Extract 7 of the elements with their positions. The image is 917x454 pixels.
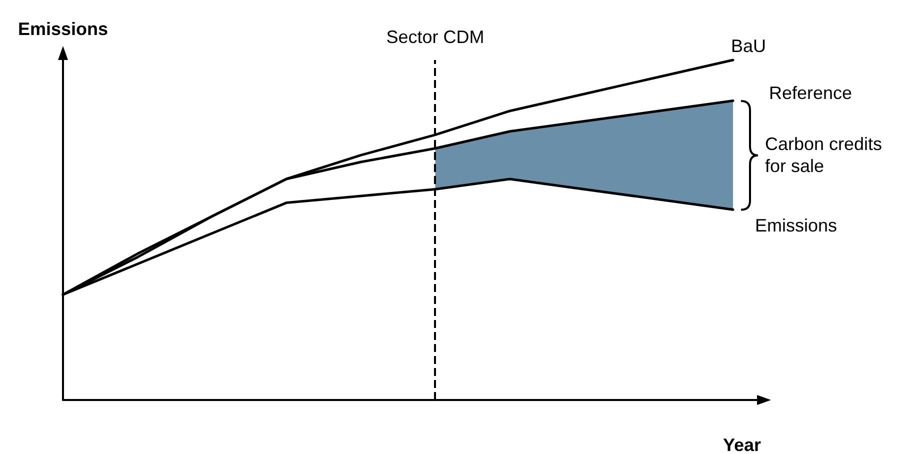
x-axis-title: Year (723, 435, 762, 454)
y-axis-title: Emissions (18, 19, 108, 39)
text: Carbon credits for sale (765, 133, 884, 178)
text: Reference (769, 82, 852, 103)
series-label: Emissions (755, 216, 838, 236)
text: Sector CDM (386, 26, 484, 48)
series-label: BaU (731, 36, 766, 56)
